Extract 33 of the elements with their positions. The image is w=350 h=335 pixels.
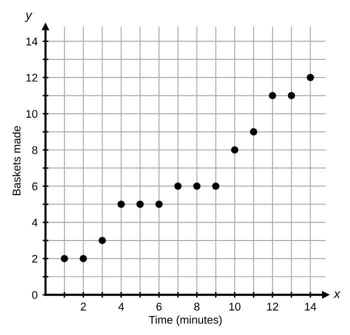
y-tick-label: 10 xyxy=(26,110,38,118)
point xyxy=(118,200,125,208)
point xyxy=(268,92,276,100)
point xyxy=(155,200,163,208)
x-tick-label: 12 xyxy=(267,302,278,310)
x-tick-label: 4 xyxy=(118,302,124,310)
x-tick-label: 14 xyxy=(305,302,316,310)
text: x xyxy=(333,291,341,298)
y-tick-label: 4 xyxy=(32,218,38,226)
y-tick-label: 8 xyxy=(32,146,38,154)
point xyxy=(250,128,258,136)
text: y xyxy=(24,12,32,22)
point xyxy=(136,200,144,208)
y-axis-title: Baskets made xyxy=(12,126,21,196)
point xyxy=(174,182,182,190)
y-tick-label: 14 xyxy=(26,38,38,46)
x-tick-label: 8 xyxy=(194,302,200,311)
point xyxy=(306,74,314,82)
point xyxy=(60,254,68,262)
point xyxy=(98,236,106,244)
x-tick-label: 2 xyxy=(80,302,86,310)
y-tick-label: 6 xyxy=(32,182,38,190)
point xyxy=(212,182,220,190)
point xyxy=(193,182,200,190)
point xyxy=(80,254,87,262)
y-tick-label: 0 xyxy=(32,291,38,299)
y-tick-label: 12 xyxy=(26,74,38,82)
point xyxy=(231,146,238,154)
point xyxy=(288,92,296,100)
x-tick-label: 6 xyxy=(156,302,162,311)
x-tick-label: 10 xyxy=(229,302,240,311)
y-tick-label: 2 xyxy=(32,254,38,263)
x-axis-title: Time (minutes) xyxy=(148,316,222,326)
